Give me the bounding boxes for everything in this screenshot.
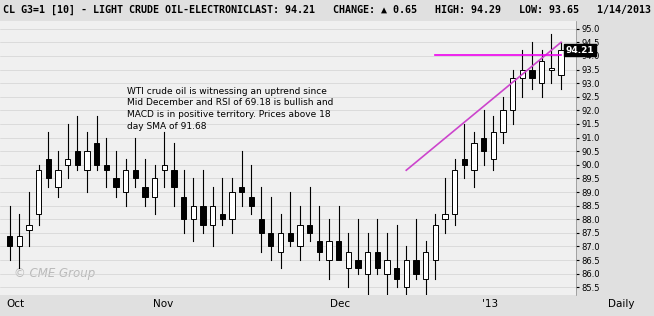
Bar [510,78,515,110]
Bar [481,137,487,151]
Bar [181,198,186,219]
Bar [559,50,564,75]
Bar [490,132,496,159]
Bar [394,268,399,279]
Bar [133,170,138,179]
Bar [75,151,80,165]
Text: LAST: 94.21   CHANGE: ▲ 0.65   HIGH: 94.29   LOW: 93.65   1/14/2013: LAST: 94.21 CHANGE: ▲ 0.65 HIGH: 94.29 L… [249,5,651,15]
Bar [365,252,370,274]
Bar [288,233,293,241]
Text: WTI crude oil is witnessing an uptrend since
Mid December and RSI of 69.18 is bu: WTI crude oil is witnessing an uptrend s… [127,87,333,131]
Bar [201,206,206,225]
Bar [520,70,525,78]
Text: 94.21: 94.21 [566,46,594,55]
Bar [210,206,215,225]
Bar [46,159,51,179]
Bar [84,151,90,170]
Bar [65,159,71,165]
Bar [26,225,31,230]
Bar [307,225,312,233]
Bar [258,219,264,233]
Bar [7,235,12,246]
Bar [452,170,457,214]
Text: '13: '13 [483,299,498,309]
Bar [239,186,245,192]
Bar [462,159,467,165]
Bar [268,233,273,246]
Bar [413,260,419,274]
Bar [385,260,390,274]
Bar [113,179,119,186]
Bar [423,252,428,279]
Text: Nov: Nov [154,299,173,309]
Bar [529,70,535,78]
Bar [220,214,225,219]
Bar [355,260,360,268]
Bar [500,110,506,132]
Bar [143,186,148,198]
Bar [171,170,177,186]
Bar [94,143,99,165]
Bar [442,214,447,219]
Bar [375,252,380,268]
Bar [297,225,303,246]
Bar [404,260,409,287]
Bar [123,170,128,192]
Bar [317,241,322,252]
Bar [152,179,158,198]
Bar [549,68,554,70]
Bar [336,241,341,260]
Bar [191,206,196,219]
Bar [249,198,254,206]
Bar [432,225,438,260]
Text: Oct: Oct [7,299,25,309]
Bar [278,233,283,252]
Text: Dec: Dec [330,299,350,309]
Bar [345,252,351,268]
Bar [56,170,61,186]
Bar [104,165,109,170]
Text: Daily: Daily [608,299,634,309]
Bar [539,61,544,83]
Text: CL G3=1 [10] - LIGHT CRUDE OIL-ELECTRONIC: CL G3=1 [10] - LIGHT CRUDE OIL-ELECTRONI… [3,5,249,15]
Bar [162,165,167,170]
Bar [326,241,332,260]
Text: © CME Group: © CME Group [14,267,95,280]
Bar [17,235,22,246]
Bar [472,143,477,170]
Bar [36,170,41,214]
Bar [230,192,235,219]
